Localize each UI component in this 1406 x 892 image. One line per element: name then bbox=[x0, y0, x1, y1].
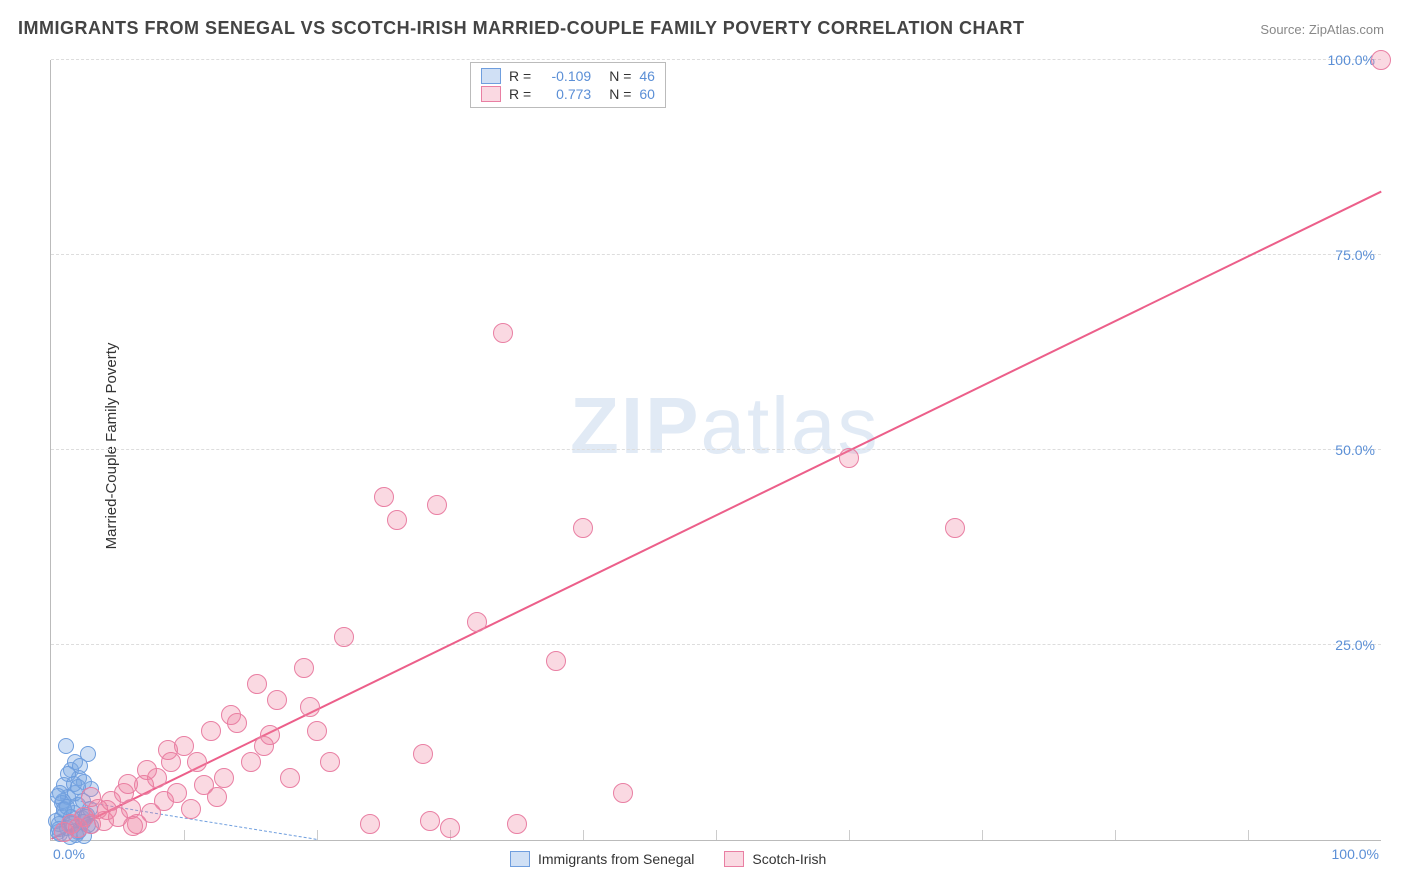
data-point bbox=[241, 752, 261, 772]
data-point bbox=[207, 787, 227, 807]
data-point bbox=[374, 487, 394, 507]
data-point bbox=[507, 814, 527, 834]
legend-r-value: -0.109 bbox=[539, 68, 591, 84]
legend-row: R = 0.773 N = 60 bbox=[481, 85, 655, 103]
data-point bbox=[573, 518, 593, 538]
x-tick bbox=[982, 830, 983, 840]
data-point bbox=[221, 705, 241, 725]
data-point bbox=[945, 518, 965, 538]
series-swatch bbox=[724, 851, 744, 867]
x-end-label: 100.0% bbox=[1332, 846, 1379, 862]
x-start-label: 0.0% bbox=[53, 846, 85, 862]
data-point bbox=[1371, 50, 1391, 70]
data-point bbox=[300, 697, 320, 717]
gridline-h bbox=[51, 254, 1381, 255]
data-point bbox=[201, 721, 221, 741]
data-point bbox=[58, 738, 74, 754]
series-legend-item: Scotch-Irish bbox=[724, 850, 826, 868]
chart-container: IMMIGRANTS FROM SENEGAL VS SCOTCH-IRISH … bbox=[0, 0, 1406, 892]
legend-n-label: N = bbox=[609, 86, 631, 102]
x-tick bbox=[1115, 830, 1116, 840]
legend-n-label: N = bbox=[609, 68, 631, 84]
plot-area: 25.0%50.0%75.0%100.0%0.0%100.0% bbox=[50, 60, 1381, 841]
data-point bbox=[360, 814, 380, 834]
legend-n-value: 60 bbox=[639, 86, 655, 102]
y-tick-label: 25.0% bbox=[1335, 637, 1375, 653]
data-point bbox=[214, 768, 234, 788]
data-point bbox=[267, 690, 287, 710]
x-tick bbox=[849, 830, 850, 840]
trend-line bbox=[51, 191, 1382, 840]
data-point bbox=[137, 760, 157, 780]
x-tick bbox=[716, 830, 717, 840]
source-name: ZipAtlas.com bbox=[1309, 22, 1384, 37]
data-point bbox=[280, 768, 300, 788]
source-attribution: Source: ZipAtlas.com bbox=[1260, 22, 1384, 37]
data-point bbox=[613, 783, 633, 803]
correlation-legend: R = -0.109 N = 46 R = 0.773 N = 60 bbox=[470, 62, 666, 108]
data-point bbox=[387, 510, 407, 530]
data-point bbox=[320, 752, 340, 772]
data-point bbox=[97, 800, 117, 820]
y-tick-label: 75.0% bbox=[1335, 247, 1375, 263]
source-label: Source: bbox=[1260, 22, 1305, 37]
data-point bbox=[187, 752, 207, 772]
data-point bbox=[247, 674, 267, 694]
legend-r-label: R = bbox=[509, 68, 531, 84]
data-point bbox=[334, 627, 354, 647]
data-point bbox=[307, 721, 327, 741]
series-legend-item: Immigrants from Senegal bbox=[510, 850, 694, 868]
legend-n-value: 46 bbox=[639, 68, 655, 84]
legend-row: R = -0.109 N = 46 bbox=[481, 67, 655, 85]
series-legend: Immigrants from Senegal Scotch-Irish bbox=[510, 850, 826, 868]
data-point bbox=[181, 799, 201, 819]
series-swatch bbox=[510, 851, 530, 867]
y-tick-label: 100.0% bbox=[1328, 52, 1375, 68]
data-point bbox=[440, 818, 460, 838]
series-name: Scotch-Irish bbox=[752, 851, 826, 867]
data-point bbox=[413, 744, 433, 764]
data-point bbox=[158, 740, 178, 760]
data-point bbox=[546, 651, 566, 671]
data-point bbox=[123, 816, 143, 836]
data-point bbox=[294, 658, 314, 678]
data-point bbox=[118, 774, 138, 794]
x-tick bbox=[184, 830, 185, 840]
data-point bbox=[427, 495, 447, 515]
data-point bbox=[467, 612, 487, 632]
x-tick bbox=[317, 830, 318, 840]
gridline-h bbox=[51, 449, 1381, 450]
chart-title: IMMIGRANTS FROM SENEGAL VS SCOTCH-IRISH … bbox=[18, 18, 1025, 39]
gridline-h bbox=[51, 59, 1381, 60]
x-tick bbox=[583, 830, 584, 840]
x-tick bbox=[1248, 830, 1249, 840]
data-point bbox=[493, 323, 513, 343]
data-point bbox=[260, 725, 280, 745]
data-point bbox=[839, 448, 859, 468]
series-name: Immigrants from Senegal bbox=[538, 851, 694, 867]
y-tick-label: 50.0% bbox=[1335, 442, 1375, 458]
legend-r-value: 0.773 bbox=[539, 86, 591, 102]
legend-swatch bbox=[481, 68, 501, 84]
data-point bbox=[420, 811, 440, 831]
gridline-h bbox=[51, 644, 1381, 645]
legend-r-label: R = bbox=[509, 86, 531, 102]
legend-swatch bbox=[481, 86, 501, 102]
data-point bbox=[50, 788, 66, 804]
